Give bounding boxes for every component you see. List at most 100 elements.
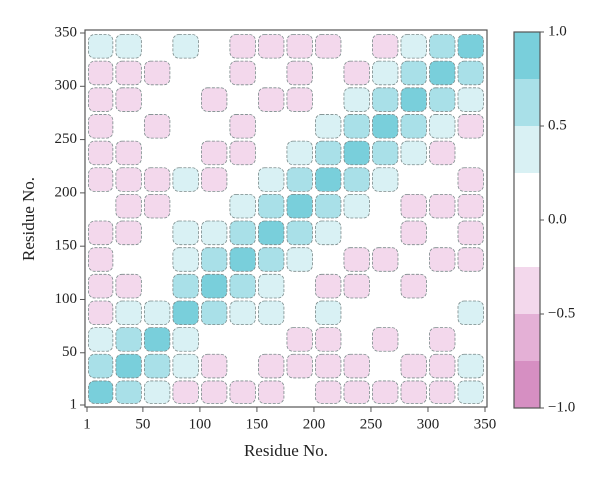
cell	[457, 274, 484, 298]
colorbar-band	[514, 79, 540, 126]
cell	[143, 353, 171, 379]
y-tick-label: 100	[55, 291, 78, 307]
cell	[201, 34, 227, 59]
cell	[258, 300, 285, 326]
cell	[400, 247, 427, 272]
cell	[315, 34, 342, 59]
cell	[143, 60, 171, 86]
cell	[115, 247, 142, 272]
cell	[457, 220, 484, 246]
cell	[400, 327, 427, 352]
cell	[315, 247, 341, 272]
cell	[172, 194, 199, 219]
cell	[286, 34, 313, 59]
cell	[200, 380, 228, 404]
cell	[115, 140, 142, 166]
cell	[88, 327, 114, 352]
cell	[115, 34, 142, 59]
x-tick-label: 100	[189, 416, 212, 432]
cell	[343, 221, 370, 245]
cell	[457, 193, 484, 219]
cell	[286, 327, 313, 352]
cell	[400, 193, 427, 219]
cell	[343, 273, 370, 299]
cell	[258, 141, 284, 165]
cell	[88, 34, 114, 59]
cell	[429, 193, 456, 219]
cell	[88, 194, 113, 219]
cell	[372, 221, 398, 245]
cell	[201, 114, 227, 139]
cell	[400, 34, 427, 59]
cell	[229, 273, 256, 299]
cell	[88, 87, 114, 112]
cell	[286, 140, 313, 166]
cell	[229, 114, 256, 139]
cell	[258, 273, 285, 299]
y-tick-label: 300	[55, 78, 78, 94]
cell	[286, 247, 313, 272]
colorbar-band	[514, 32, 540, 79]
cell	[372, 167, 399, 192]
cell	[258, 193, 285, 219]
cell	[400, 273, 427, 299]
cell	[457, 353, 484, 379]
cell	[343, 300, 370, 325]
cell	[115, 60, 142, 86]
cell	[258, 353, 285, 379]
cell	[172, 273, 199, 299]
cell	[172, 300, 199, 326]
cell	[429, 274, 455, 298]
cell	[315, 61, 341, 85]
cell	[115, 87, 142, 112]
cell	[258, 220, 285, 246]
cell	[286, 167, 313, 192]
y-tick-label: 350	[55, 24, 78, 40]
cell	[400, 300, 427, 325]
cell	[229, 380, 256, 404]
colorbar-tick-label: 0.5	[548, 117, 567, 133]
cell	[315, 353, 342, 379]
cell	[286, 274, 313, 298]
cell	[343, 114, 370, 139]
cell	[372, 34, 399, 59]
cell	[200, 87, 228, 112]
cell	[172, 247, 199, 272]
y-tick-label: 50	[62, 344, 77, 360]
cell	[286, 220, 313, 246]
cell	[315, 273, 342, 299]
cell	[200, 273, 228, 299]
cell	[200, 247, 228, 272]
cell	[172, 167, 199, 192]
cell	[429, 221, 455, 245]
cell	[88, 380, 114, 404]
cell	[429, 60, 456, 86]
cell	[201, 61, 227, 85]
cell	[429, 300, 455, 325]
x-tick-label: 350	[474, 416, 497, 432]
cell	[200, 140, 228, 166]
cell	[200, 353, 228, 379]
x-tick-label: 300	[417, 416, 440, 432]
cell	[457, 380, 484, 404]
cell	[88, 300, 114, 326]
cell	[315, 220, 342, 246]
cell	[457, 247, 484, 272]
cell	[429, 167, 455, 192]
cell	[144, 34, 170, 59]
cell	[315, 300, 342, 326]
cell	[429, 140, 456, 166]
y-tick-label: 150	[55, 238, 78, 254]
colorbar-tick-label: −1.0	[548, 399, 575, 415]
cell	[343, 87, 370, 112]
y-axis-title: Residue No.	[19, 177, 38, 261]
cell	[144, 247, 170, 272]
cell	[372, 327, 399, 352]
cell	[172, 353, 199, 379]
cell	[286, 353, 313, 379]
cell	[144, 141, 170, 165]
cell	[229, 354, 256, 378]
x-tick-label: 200	[303, 416, 326, 432]
cell	[172, 141, 199, 165]
cell	[258, 380, 285, 404]
